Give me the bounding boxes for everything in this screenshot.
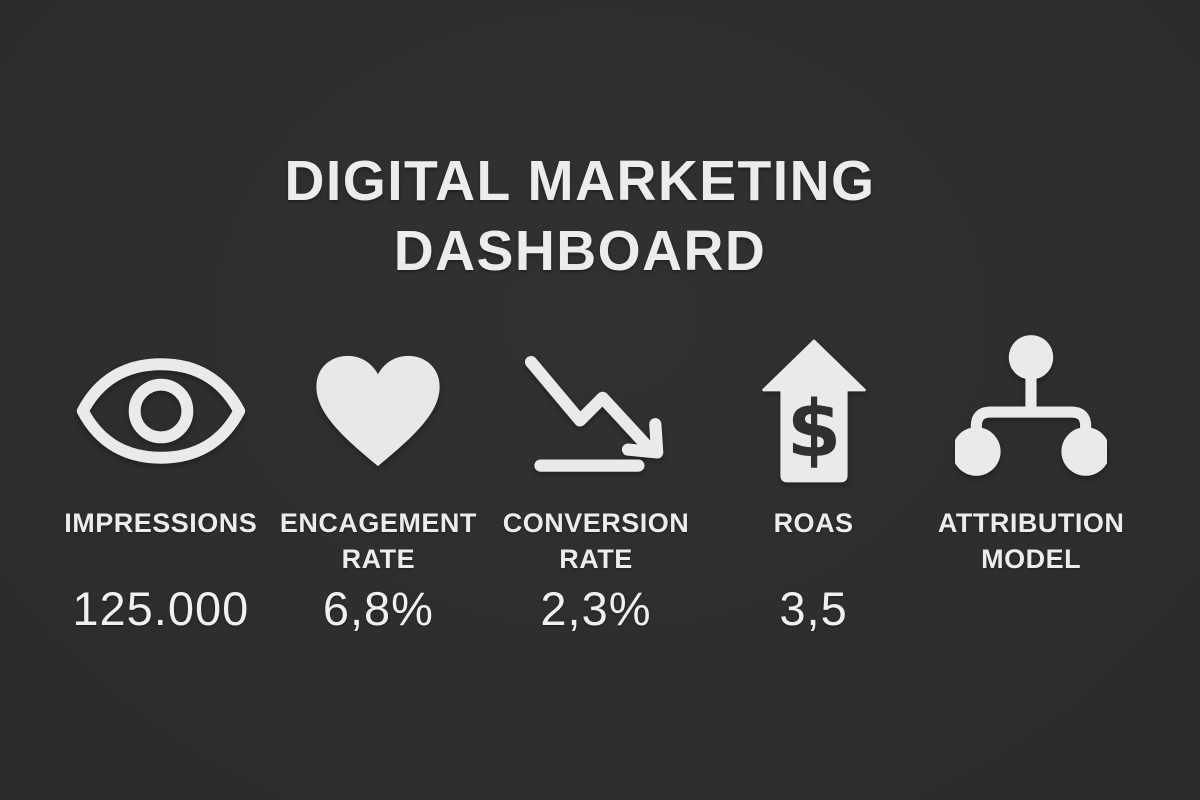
metric-attribution-model: ATTRIBUTION MODEL — [922, 328, 1140, 636]
metric-label: ENCAGEMENT RATE — [279, 508, 477, 575]
metric-value: 6,8% — [322, 582, 434, 635]
metric-label: CONVERSION RATE — [502, 508, 690, 575]
metric-label: ATTRIBUTION MODEL — [937, 508, 1125, 575]
page-title-line-1: DIGITAL MARKETING — [284, 149, 876, 213]
metric-value: 2,3% — [540, 582, 652, 635]
metric-label: ROAS — [773, 508, 854, 538]
page-title: DIGITAL MARKETING DASHBOARD — [17, 146, 1142, 286]
metric-value: 125.000 — [72, 582, 250, 635]
metric-roas: $ ROAS 3,5 — [705, 328, 923, 636]
metric-engagement-rate: ENCAGEMENT RATE 6,8% — [270, 328, 488, 636]
heart-icon — [312, 328, 444, 493]
house-dollar-icon: $ — [758, 328, 870, 493]
svg-text:$: $ — [786, 383, 841, 474]
trend-down-arrow-icon — [516, 328, 676, 493]
metric-conversion-rate: CONVERSION RATE 2,3% — [487, 328, 705, 636]
metric-value: 3,5 — [779, 582, 848, 635]
metric-impressions: IMPRESSIONS 125.000 — [52, 328, 270, 636]
eye-icon — [76, 328, 246, 493]
org-chart-icon — [955, 328, 1108, 493]
metric-label: IMPRESSIONS — [64, 508, 258, 538]
page-title-line-2: DASHBOARD — [393, 219, 767, 284]
metrics-row: IMPRESSIONS 125.000 ENCAGEMENT RATE 6,8% — [52, 328, 1140, 636]
